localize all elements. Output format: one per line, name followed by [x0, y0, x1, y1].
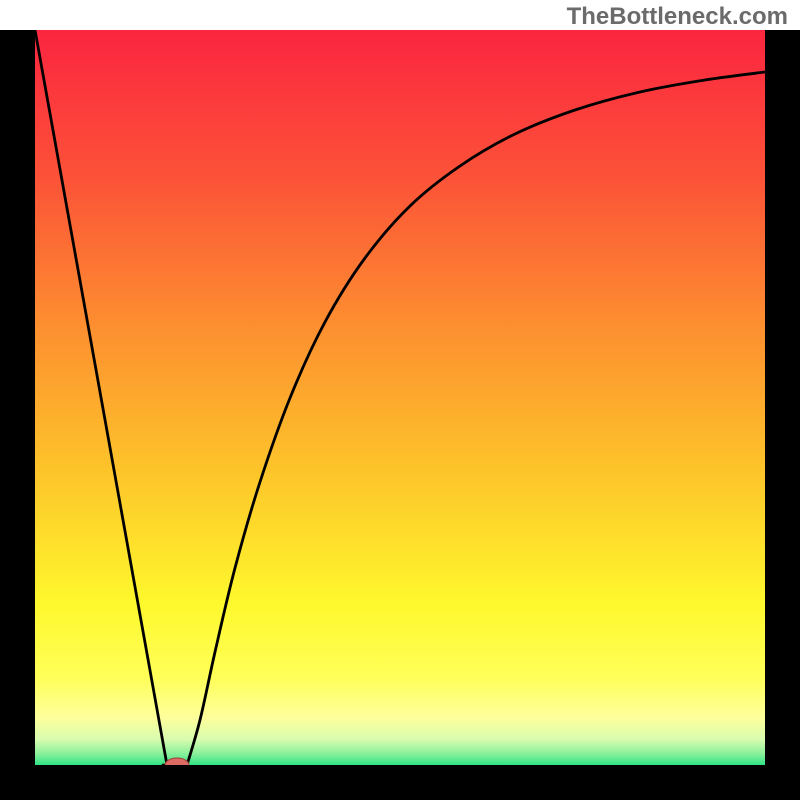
plot-background-gradient: [35, 30, 765, 765]
watermark-label: TheBottleneck.com: [567, 3, 788, 30]
chart-container: TheBottleneck.com: [0, 0, 800, 800]
bottleneck-chart: TheBottleneck.com: [0, 0, 800, 800]
